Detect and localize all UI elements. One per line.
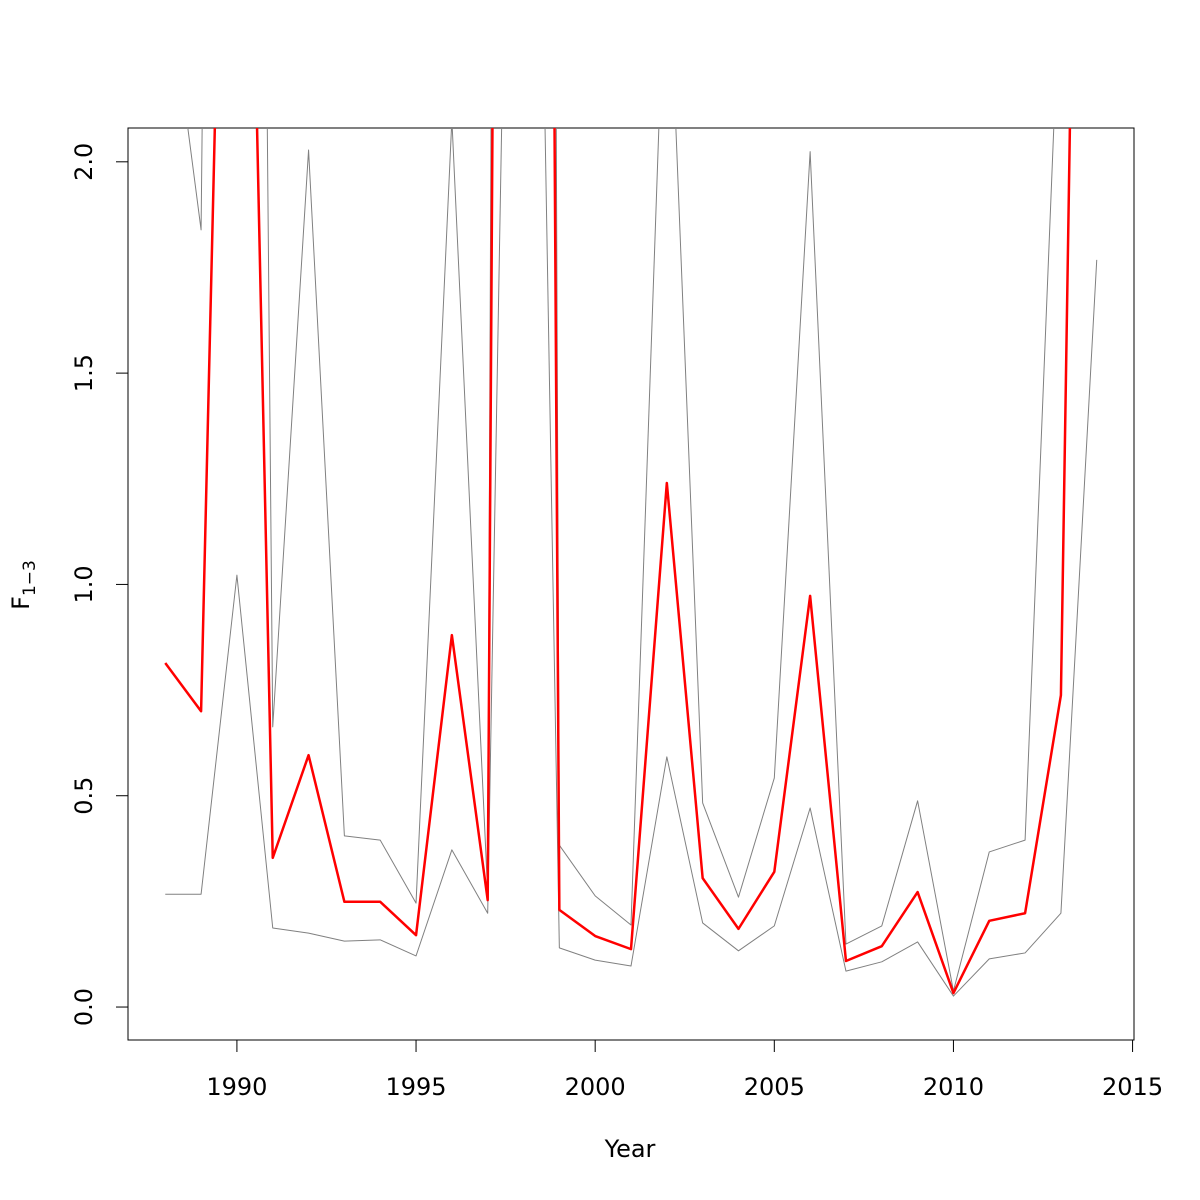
series-line [164,128,1072,995]
y-tick-label: 0.0 [70,988,98,1026]
y-axis-title: F1−3 [7,560,40,610]
series-line [165,128,1098,997]
y-tick-label: 0.5 [70,777,98,815]
plot-area [164,128,1098,997]
x-tick-label: 2015 [1102,1073,1163,1101]
x-tick-label: 2005 [744,1073,805,1101]
y-tick-label: 2.0 [70,143,98,181]
y-tick-label: 1.5 [70,354,98,392]
y-axis-title-main: F [7,596,35,610]
x-tick-label: 2000 [565,1073,626,1101]
x-tick-label: 1990 [206,1073,267,1101]
x-axis-title: Year [604,1135,656,1163]
series-line [187,128,1055,992]
y-tick-label: 1.0 [70,565,98,603]
y-axis-title-sub: 1−3 [20,560,40,596]
x-tick-label: 2010 [923,1073,984,1101]
plot-box [127,127,1135,1041]
x-tick-label: 1995 [386,1073,447,1101]
